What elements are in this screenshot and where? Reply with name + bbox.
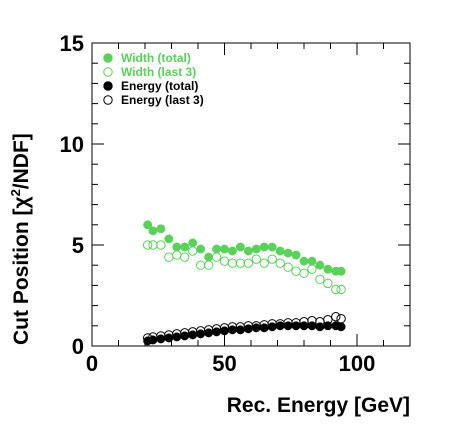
data-point bbox=[307, 264, 317, 274]
data-point bbox=[148, 226, 158, 236]
legend-marker bbox=[103, 95, 113, 105]
x-axis-title: Rec. Energy [GeV] bbox=[227, 394, 410, 417]
data-point bbox=[331, 312, 341, 322]
data-point bbox=[307, 256, 317, 266]
data-point bbox=[164, 252, 174, 262]
legend-marker bbox=[103, 67, 113, 77]
axis-ticks bbox=[91, 42, 411, 347]
data-point bbox=[196, 244, 206, 254]
data-point bbox=[336, 266, 346, 276]
data-point bbox=[275, 321, 285, 331]
data-point bbox=[299, 256, 309, 266]
data-point bbox=[142, 240, 153, 250]
y-tick-label: 0 bbox=[72, 334, 84, 359]
y-axis-title-post: /NDF] bbox=[10, 133, 33, 189]
legend-marker bbox=[103, 81, 113, 91]
series-width-last-3 bbox=[142, 240, 346, 295]
data-point bbox=[251, 323, 261, 333]
data-point bbox=[267, 254, 277, 264]
data-point bbox=[211, 252, 222, 262]
data-point bbox=[323, 315, 333, 325]
data-point bbox=[156, 224, 166, 234]
data-point bbox=[172, 250, 182, 260]
x-tick-label: 100 bbox=[339, 351, 376, 376]
legend: Width (total)Width (last 3)Energy (total… bbox=[103, 51, 204, 107]
data-point bbox=[283, 248, 293, 258]
x-tick-label: 0 bbox=[86, 351, 98, 376]
y-tick-label: 10 bbox=[60, 132, 84, 157]
data-point bbox=[283, 262, 293, 272]
data-point bbox=[307, 321, 317, 331]
data-point bbox=[188, 238, 198, 248]
data-point bbox=[228, 246, 237, 256]
legend-label: Width (last 3) bbox=[121, 65, 196, 79]
data-point bbox=[212, 244, 222, 254]
y-tick-label: 5 bbox=[72, 233, 84, 258]
y-axis-title: Cut Position [χ2/NDF] bbox=[8, 133, 33, 345]
data-point bbox=[219, 256, 230, 266]
data-point bbox=[243, 246, 253, 256]
data-point bbox=[227, 258, 238, 268]
data-point bbox=[180, 252, 190, 262]
data-points bbox=[142, 220, 346, 346]
data-point bbox=[235, 242, 245, 252]
y-axis-title-pre: Cut Position [χ bbox=[10, 196, 33, 345]
data-point bbox=[315, 274, 325, 285]
y-tick-label: 15 bbox=[60, 31, 84, 56]
data-point bbox=[291, 250, 301, 260]
legend-label: Width (total) bbox=[121, 51, 191, 65]
data-point bbox=[251, 244, 261, 254]
data-point bbox=[204, 252, 214, 262]
data-point bbox=[275, 258, 285, 268]
data-point bbox=[172, 242, 182, 252]
y-axis-title-sup: 2 bbox=[8, 189, 23, 196]
data-point bbox=[331, 284, 341, 295]
data-point bbox=[336, 322, 346, 332]
data-point bbox=[315, 322, 325, 332]
x-tick-label: 50 bbox=[212, 351, 236, 376]
data-point bbox=[323, 264, 333, 274]
data-point bbox=[251, 254, 261, 264]
legend-label: Energy (total) bbox=[121, 79, 198, 93]
data-point bbox=[195, 260, 206, 270]
data-point bbox=[235, 258, 246, 268]
data-point bbox=[243, 258, 254, 268]
data-point bbox=[156, 240, 166, 250]
data-point bbox=[164, 234, 174, 244]
data-point bbox=[143, 220, 153, 230]
data-point bbox=[180, 242, 190, 252]
data-point bbox=[267, 242, 277, 252]
data-point bbox=[323, 278, 333, 289]
data-point bbox=[336, 314, 346, 324]
tick-labels: 0 50 100 0 5 10 15 bbox=[60, 31, 376, 376]
data-point bbox=[188, 246, 198, 256]
data-point bbox=[142, 333, 153, 343]
data-point bbox=[336, 284, 346, 295]
data-point bbox=[299, 268, 309, 278]
data-point bbox=[148, 240, 158, 250]
data-point bbox=[259, 242, 269, 252]
legend-label: Energy (last 3) bbox=[121, 93, 204, 107]
legend-marker bbox=[103, 53, 113, 63]
data-point bbox=[220, 244, 229, 254]
series-width-total bbox=[143, 220, 346, 276]
data-point bbox=[275, 246, 285, 256]
series-energy-last-3 bbox=[142, 312, 346, 343]
data-point bbox=[203, 260, 214, 270]
data-point bbox=[291, 266, 301, 276]
data-point bbox=[259, 258, 269, 268]
data-point bbox=[315, 260, 325, 270]
